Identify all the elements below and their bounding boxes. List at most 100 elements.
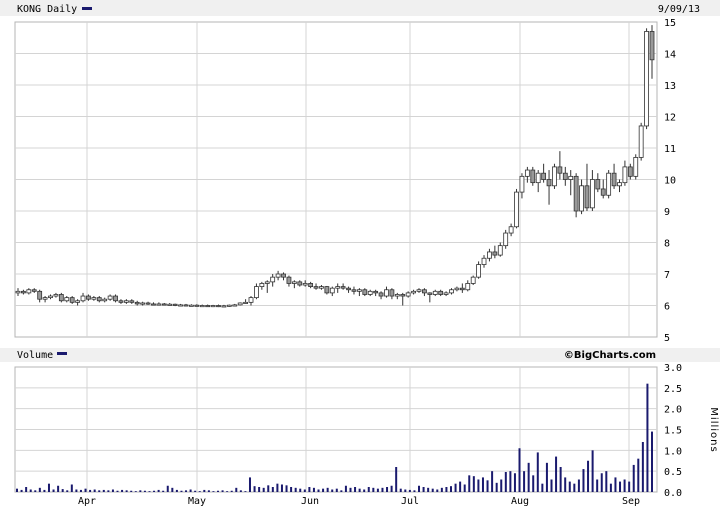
candle-body (329, 287, 335, 294)
volume-bar (386, 487, 389, 492)
candle-body (454, 287, 460, 291)
candle-body (622, 166, 628, 184)
volume-bar (418, 485, 421, 492)
candle-body (405, 292, 411, 297)
candle-body (243, 301, 248, 304)
candle-body (216, 305, 221, 308)
volume-bar (349, 487, 352, 492)
volume-bar (253, 486, 256, 492)
volume-bar (75, 489, 78, 492)
volume-bar (559, 467, 562, 492)
volume-bar (518, 448, 521, 492)
volume-bar (527, 462, 530, 492)
volume-tick-label: 1.0 (664, 446, 682, 457)
volume-bar (299, 488, 302, 492)
volume-bar (331, 489, 334, 492)
volume-bar (235, 487, 238, 492)
candle-body (427, 292, 433, 295)
volume-bar (573, 483, 576, 492)
candle-body (75, 300, 81, 303)
candle-body (617, 182, 622, 187)
volume-bar (207, 490, 210, 492)
x-tick-label: Sep (622, 496, 640, 507)
volume-bar (139, 490, 142, 492)
volume-bar (632, 464, 635, 492)
candle-body (270, 276, 276, 283)
price-legend-swatch (82, 7, 92, 10)
volume-bar (290, 487, 293, 492)
volume-bar (25, 487, 28, 492)
candle-body (324, 286, 330, 294)
volume-bar (587, 460, 590, 492)
price-y-axis: 5 6 7 8 9 10 11 12 13 14 15 (664, 18, 676, 344)
volume-bar (495, 482, 498, 492)
volume-bar (596, 479, 599, 492)
x-tick-label: Jun (301, 496, 319, 507)
volume-bar (198, 491, 201, 492)
volume-bar (84, 488, 87, 492)
volume-bar (568, 481, 571, 492)
volume-bar (16, 488, 18, 492)
volume-tick-label: 2.0 (664, 405, 682, 416)
candle-body (481, 257, 487, 265)
candle-body (58, 294, 64, 302)
candle-body (210, 305, 216, 308)
candle-body (519, 175, 525, 193)
volume-bar (376, 488, 379, 492)
volume-bar (408, 489, 411, 492)
candle-body (351, 289, 357, 292)
candle-body (183, 304, 189, 307)
volume-bar (459, 481, 462, 492)
volume-bar (130, 490, 133, 492)
x-tick-label: Jul (401, 496, 419, 507)
volume-bar (303, 489, 306, 492)
volume-bar (189, 489, 192, 492)
volume-bar (582, 469, 585, 492)
candle-body (129, 300, 135, 303)
volume-bar (43, 489, 46, 492)
volume-bar (637, 458, 640, 492)
volume-bar (285, 485, 288, 492)
price-tick-label: 10 (664, 176, 676, 187)
volume-bar (93, 489, 96, 492)
candle-body (205, 305, 211, 308)
volume-bar (326, 487, 329, 492)
volume-bar (125, 490, 128, 492)
volume-unit-label: Millions (708, 407, 719, 452)
candle-body (48, 295, 53, 299)
candle-body (286, 276, 292, 284)
volume-bar (390, 485, 393, 492)
price-tick-label: 12 (664, 113, 676, 124)
candle-body (568, 175, 574, 180)
candle-body (113, 295, 118, 302)
candle-body (21, 290, 26, 294)
volume-tick-label: 0.5 (664, 467, 682, 478)
candle-body (465, 283, 471, 291)
volume-bar (555, 456, 558, 492)
candle-body (259, 283, 265, 288)
candle-body (378, 292, 384, 297)
candle-body (308, 283, 314, 288)
candle-body (503, 232, 509, 247)
volume-tick-label: 1.5 (664, 426, 682, 437)
candle-body (384, 289, 389, 297)
volume-legend-swatch (57, 352, 67, 355)
volume-bar (413, 490, 416, 492)
candle-body (411, 290, 416, 294)
volume-bar (577, 479, 580, 492)
volume-bar (486, 480, 489, 492)
x-axis-labels: Apr May Jun Jul Aug Sep (78, 496, 640, 507)
volume-bar (500, 479, 503, 492)
volume-tick-label: 0.0 (664, 488, 682, 499)
candle-body (394, 294, 400, 297)
candle-body (123, 300, 129, 303)
volume-bar (148, 491, 151, 492)
volume-bar (322, 488, 325, 492)
price-tick-label: 14 (664, 50, 676, 61)
candle-body (584, 185, 590, 209)
volume-bar (20, 489, 23, 492)
volume-bar (472, 476, 475, 492)
candle-body (595, 179, 601, 190)
x-tick-label: Aug (511, 496, 529, 507)
volume-bar (230, 490, 233, 492)
